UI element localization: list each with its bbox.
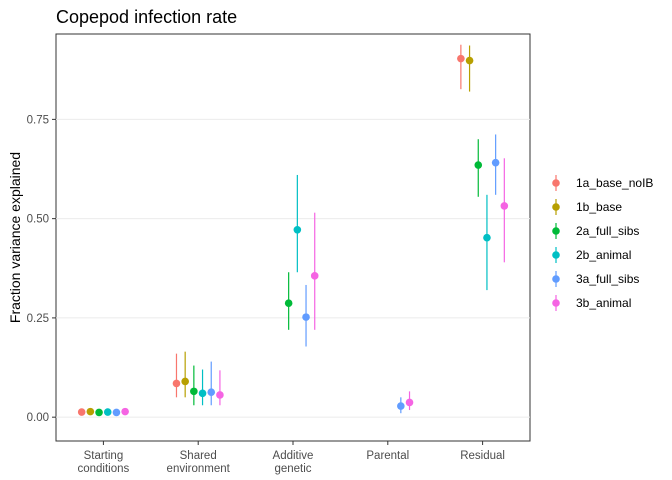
series-3b_animal bbox=[121, 158, 509, 416]
legend-label: 3b_animal bbox=[576, 296, 631, 310]
data-point bbox=[112, 408, 121, 417]
y-tick-label: 0.00 bbox=[27, 412, 49, 424]
data-point bbox=[293, 225, 302, 234]
data-point bbox=[95, 408, 103, 417]
legend-key-point bbox=[552, 179, 560, 187]
series-1a_base_noIB bbox=[77, 44, 465, 416]
legend-item-1b_base: 1b_base bbox=[552, 199, 622, 215]
x-tick-label: Residual bbox=[460, 450, 505, 462]
data-point bbox=[500, 202, 509, 210]
data-point bbox=[302, 313, 310, 321]
y-tick-label: 0.75 bbox=[27, 114, 49, 126]
legend-label: 2a_full_sibs bbox=[576, 224, 639, 238]
legend-label: 1a_base_noIB bbox=[576, 176, 653, 190]
data-point bbox=[198, 389, 207, 398]
data-point bbox=[121, 407, 129, 416]
series-1b_base bbox=[86, 45, 474, 416]
legend-label: 3a_full_sibs bbox=[576, 272, 639, 286]
chart-title: Copepod infection rate bbox=[56, 7, 237, 27]
data-point bbox=[465, 56, 474, 65]
data-point bbox=[483, 233, 491, 242]
data-point bbox=[474, 161, 483, 169]
x-tick-label: Additive genetic bbox=[273, 450, 314, 475]
data-point bbox=[405, 398, 414, 407]
data-point bbox=[77, 408, 86, 416]
y-tick-label: 0.25 bbox=[27, 313, 49, 325]
data-point bbox=[181, 377, 189, 386]
data-point bbox=[397, 402, 405, 410]
x-tick-label: Parental bbox=[366, 450, 409, 462]
series-3a_full_sibs bbox=[112, 134, 500, 417]
data-point bbox=[310, 272, 319, 280]
legend-key-point bbox=[552, 299, 560, 307]
x-axis: Starting conditions Shared environment Addit… bbox=[78, 441, 505, 475]
y-axis: 0.00 0.25 0.50 0.75 bbox=[27, 114, 56, 424]
legend-label: 2b_animal bbox=[576, 248, 631, 262]
legend-item-1a_base_noIB: 1a_base_noIB bbox=[552, 175, 653, 191]
legend-item-2a_full_sibs: 2a_full_sibs bbox=[552, 223, 639, 239]
gridlines bbox=[56, 118, 530, 418]
legend: 1a_base_noIB 1b_base 2a_full_sibs 2b_animal… bbox=[552, 175, 653, 311]
x-tick-label: Shared environment bbox=[167, 450, 231, 475]
x-tick-label: Starting conditions bbox=[78, 450, 130, 475]
data-point bbox=[491, 158, 500, 167]
data-point bbox=[207, 388, 216, 396]
legend-key-point bbox=[552, 251, 560, 259]
legend-item-3b_animal: 3b_animal bbox=[552, 295, 631, 311]
legend-label: 1b_base bbox=[576, 200, 622, 214]
data-series bbox=[77, 44, 509, 417]
data-point bbox=[190, 387, 198, 396]
legend-item-3a_full_sibs: 3a_full_sibs bbox=[552, 271, 639, 287]
legend-key-point bbox=[552, 275, 560, 283]
y-tick-label: 0.50 bbox=[27, 214, 49, 226]
data-point bbox=[172, 379, 181, 388]
data-point bbox=[86, 407, 95, 416]
data-point bbox=[103, 408, 112, 416]
series-2a_full_sibs bbox=[95, 139, 483, 417]
plot-panel bbox=[55, 33, 531, 442]
data-point bbox=[457, 54, 465, 63]
y-axis-title: Fraction variance explained bbox=[7, 152, 23, 323]
data-point bbox=[216, 391, 224, 399]
legend-item-2b_animal: 2b_animal bbox=[552, 247, 631, 263]
data-point bbox=[284, 299, 293, 308]
series-2b_animal bbox=[103, 174, 491, 416]
legend-key-point bbox=[552, 227, 560, 235]
legend-key-point bbox=[552, 203, 560, 211]
